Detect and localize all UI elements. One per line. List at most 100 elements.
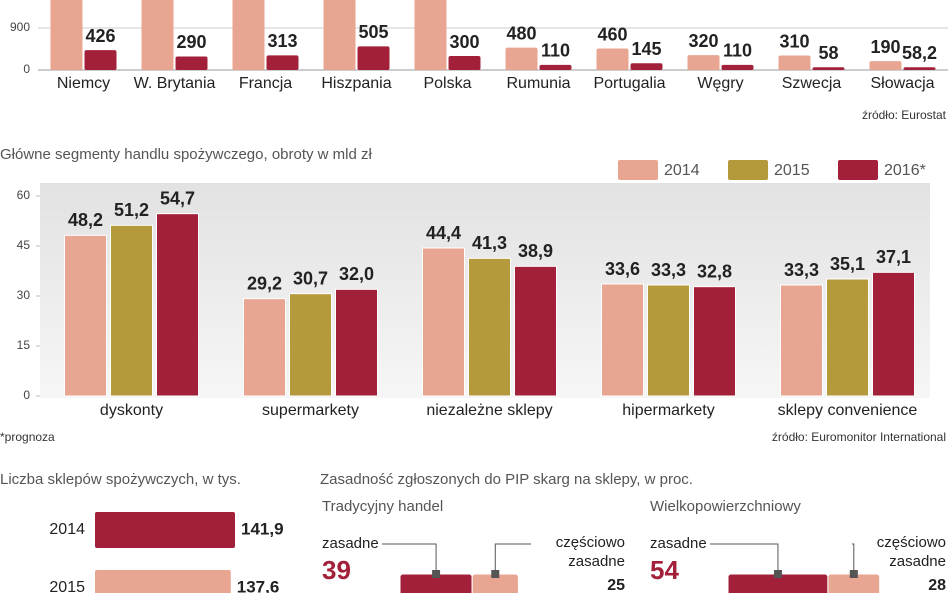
value-label: 290 [176,32,206,52]
bar [95,570,231,593]
bar [414,0,447,70]
bar [687,55,720,70]
bar [693,286,736,397]
value-label: 51,2 [114,200,149,220]
bar [175,56,208,70]
series-label: zasadne [322,535,379,552]
source: źródło: Eurostat [862,108,947,122]
x-tick-label: Portugalia [593,75,665,92]
value-label: 25 [607,577,625,593]
leader-line [382,543,437,574]
bar [95,512,236,548]
x-tick-label: sklepy convenience [778,402,918,419]
x-tick-label: niezależne sklepy [426,402,552,419]
value-label: 505 [358,22,388,42]
value-label: 300 [449,32,479,52]
bar [422,247,465,397]
bar [872,271,915,397]
x-tick-label: Węgry [697,75,743,92]
value-label: 33,3 [651,260,686,280]
x-tick-label: Polska [423,75,471,92]
value-label: 28 [928,577,946,593]
value-label: 460 [597,24,627,44]
value-label: 30,7 [293,268,328,288]
leader-line [852,543,855,574]
series-label: zasadne [650,535,707,552]
y-tick-label: 15 [17,338,31,352]
leader-line [494,543,531,574]
series-label: częściowo zasadne [555,534,625,570]
bar [780,284,823,397]
leader-line [710,543,779,574]
bar [84,50,117,70]
bar [514,265,557,397]
bar [357,46,390,70]
bar [448,56,481,70]
bar [812,67,845,70]
value-label: 137,6 [237,577,280,593]
bar [50,0,83,70]
legend-swatch [838,160,878,180]
bar [156,213,199,397]
x-tick-label: hipermarkety [622,402,714,419]
legend-swatch [618,160,658,180]
bar [468,257,511,397]
bar [64,234,107,397]
value-label: 110 [541,41,570,61]
bar [630,63,663,70]
value-label: 33,3 [784,260,819,280]
x-tick-label: Francja [239,75,292,92]
value-label: 29,2 [247,273,282,293]
y-tick-label: 60 [17,188,31,202]
y-tick-label: 2015 [49,579,85,593]
value-label: 38,9 [518,241,553,261]
chart-title: Zasadność zgłoszonych do PIP skarg na sk… [320,471,693,488]
value-label: 32,8 [697,261,732,281]
y-tick-label: 45 [17,238,31,252]
value-label: 32,0 [339,264,374,284]
value-label: 313 [267,31,297,51]
bar [601,283,644,397]
x-tick-label: dyskonty [100,402,163,419]
value-label: 190 [870,37,900,57]
value-label: 33,6 [605,259,640,279]
y-tick-label: 2014 [49,521,85,538]
label-box: częściowo zasadne [877,534,946,570]
legend-label: 2015 [774,162,810,179]
x-tick-label: Hiszpania [321,75,391,92]
bar [335,288,378,397]
y-tick-label: 30 [17,288,31,302]
x-tick-label: Niemcy [57,75,110,92]
value-label: 320 [688,31,718,51]
x-tick-label: supermarkety [262,402,359,419]
value-label: 41,3 [472,233,507,253]
panel-title: Tradycyjny handel [322,498,443,515]
value-label: 145 [631,39,661,59]
y-tick-label: 0 [23,388,30,402]
bar [778,55,811,70]
value-label: 310 [779,31,809,51]
bar [647,284,690,397]
source: źródło: Euromonitor International [772,430,946,444]
value-label: 37,1 [876,247,911,267]
bar [596,48,629,70]
x-tick-label: Szwecja [782,75,842,92]
panel-title: Wielkopowierzchniowy [650,498,801,515]
chart-title: Główne segmenty handlu spożywczego, obro… [0,146,373,163]
value-label: 58 [818,43,838,63]
legend-label: 2014 [664,162,700,179]
value-label: 44,4 [426,223,461,243]
value-label: 54 [650,555,679,585]
value-label: 39 [322,555,351,585]
bar [243,298,286,397]
x-tick-label: W. Brytania [134,75,216,92]
label-box: częściowo zasadne [555,534,625,570]
value-label: 110 [723,41,752,61]
bar [110,224,153,397]
bar [539,64,572,70]
x-tick-label: Rumunia [506,75,570,92]
bar [903,67,936,70]
value-label: 35,1 [830,254,865,274]
